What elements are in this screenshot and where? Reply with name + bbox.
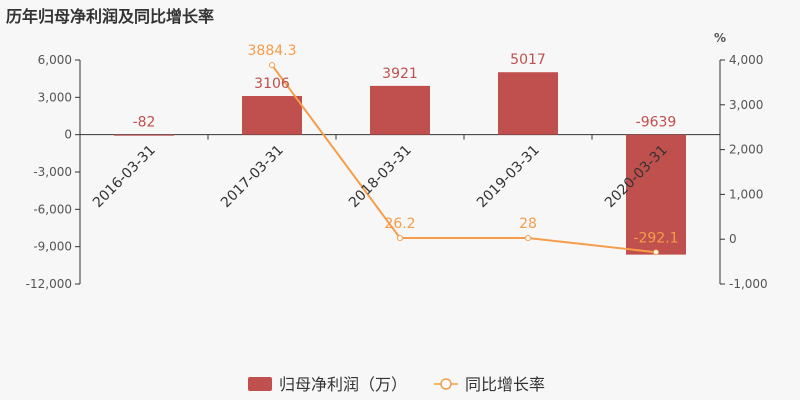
bar-value-label: 3921 [382,66,418,82]
growth-point [397,235,403,242]
y-left-tick-label: -9,000 [33,240,72,254]
bar [242,96,302,135]
y-left-tick-label: -12,000 [26,277,72,291]
y-right-tick-label: 4,000 [729,53,763,67]
y-left-tick-label: 0 [64,128,72,142]
y-right-tick-label: 2,000 [729,143,763,157]
bar-value-label: -82 [133,115,156,131]
growth-line [271,64,657,254]
bar [626,134,686,255]
growth-point [653,249,659,256]
x-tick-label: 2018-03-31 [346,142,415,211]
bar [370,85,430,135]
bar-value-label: 5017 [510,52,546,68]
x-tick-label: 2017-03-31 [218,142,287,211]
bar-value-label: 3106 [254,76,290,92]
y-left-tick-label: -3,000 [33,165,72,179]
legend-line-label: 同比增长率 [465,375,545,394]
y-right-axis-unit: % [714,31,726,45]
chart-title: 历年归母净利润及同比增长率 [6,7,215,26]
y-left-tick-label: 3,000 [38,90,72,104]
growth-point [269,62,275,69]
growth-value-label: 28 [519,216,537,232]
growth-value-label: 3884.3 [248,43,297,59]
x-tick-label: 2019-03-31 [474,142,543,211]
y-left-tick-label: -6,000 [33,202,72,216]
bar-value-label: -9639 [636,115,677,131]
y-left-tick-label: 6,000 [38,53,72,67]
bar [114,134,174,136]
y-right-tick-label: 1,000 [729,187,763,201]
y-right-tick-label: 0 [729,232,737,246]
legend-bar-swatch [248,377,272,391]
growth-point [525,234,531,241]
y-right-tick-label: 3,000 [729,98,763,112]
legend-bar-label: 归母净利润（万） [279,375,407,394]
bar [498,72,558,135]
y-right-tick-label: -1,000 [729,277,768,291]
x-tick-label: 2016-03-31 [90,142,159,211]
legend-line-marker [440,378,452,390]
growth-value-label: 26.2 [384,216,415,232]
growth-value-label: -292.1 [633,230,678,246]
